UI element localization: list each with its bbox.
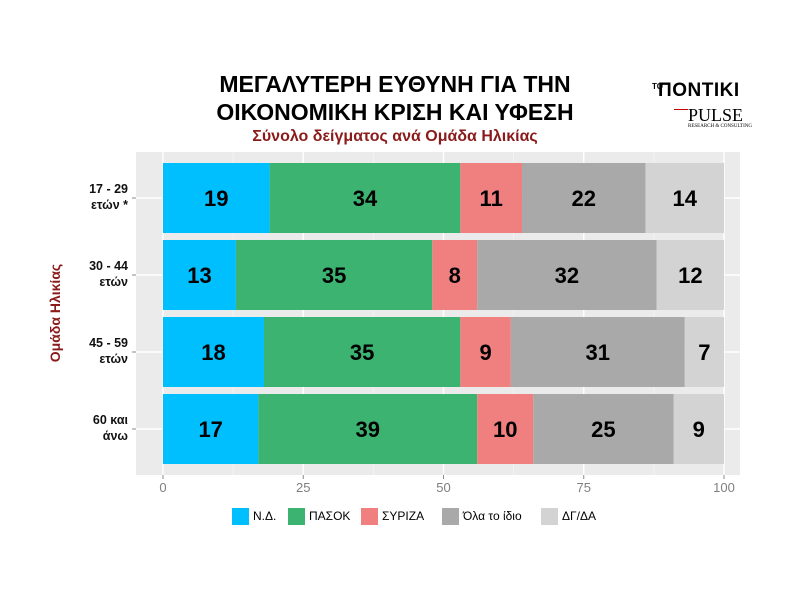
chart-subtitle: Σύνολο δείγματος ανά Ομάδα Ηλικίας: [252, 128, 538, 145]
legend-label: Ν.Δ.: [253, 509, 277, 523]
bar-segment: [432, 240, 478, 310]
bar-value-label: 19: [204, 186, 228, 211]
bar-value-label: 39: [356, 417, 380, 442]
x-tick-label: 75: [577, 480, 591, 495]
logo-to: ΤΟ: [652, 82, 663, 91]
bar-value-label: 32: [555, 263, 579, 288]
y-axis-title: Ομάδα Ηλικίας: [47, 264, 63, 362]
logo-pulse-line: [674, 109, 688, 110]
legend-swatch: [541, 507, 558, 525]
bar-segment: [460, 317, 511, 387]
bar-segment: [533, 394, 674, 464]
bar-segment: [684, 317, 724, 387]
y-tick-label: 60 και άνω: [93, 413, 129, 443]
legend-item: ΔΓ/ΔΑ: [541, 505, 596, 527]
bar-segment: [477, 240, 657, 310]
bar-value-label: 8: [449, 263, 461, 288]
bar-value-label: 14: [672, 186, 697, 211]
legend-label: ΔΓ/ΔΑ: [562, 509, 596, 523]
pontiki-pulse-logo: ΤΟ ΠΟΝΤΙΚΙ PULSE RESEARCH & CONSULTING: [652, 80, 762, 134]
legend-label: ΣΥΡΙΖΑ: [382, 509, 425, 523]
bar-segment: [258, 394, 478, 464]
bar-value-label: 7: [698, 340, 710, 365]
legend-item: ΠΑΣΟΚ: [288, 505, 350, 527]
bar-segment: [163, 240, 236, 310]
bar-value-label: 12: [678, 263, 702, 288]
logo-name: ΠΟΝΤΙΚΙ: [658, 80, 740, 101]
y-tick-label-line: ετών *: [91, 198, 128, 212]
legend-swatch: [232, 507, 249, 525]
y-tick-label-line: 45 - 59: [89, 336, 128, 350]
bar-segment: [645, 163, 724, 233]
bar-value-label: 22: [572, 186, 596, 211]
y-tick-label-line: ετών: [99, 352, 128, 366]
legend-swatch: [361, 507, 378, 525]
legend-label: Όλα το ίδιο: [463, 509, 522, 523]
chart-title-line1: ΜΕΓΑΛΥΤΕΡΗ ΕΥΘΥΝΗ ΓΙΑ ΤΗΝ: [219, 71, 571, 97]
bar-value-label: 9: [693, 417, 705, 442]
bar-value-label: 10: [493, 417, 517, 442]
legend-item: Όλα το ίδιο: [442, 505, 522, 527]
bar-value-label: 25: [591, 417, 615, 442]
bar-value-label: 9: [479, 340, 491, 365]
bar-value-label: 34: [353, 186, 378, 211]
legend-item: ΣΥΡΙΖΑ: [361, 505, 424, 527]
bar-value-label: 17: [198, 417, 222, 442]
chart-title-line2: ΟΙΚΟΝΟΜΙΚΗ ΚΡΙΣΗ ΚΑΙ ΥΦΕΣΗ: [216, 99, 574, 125]
chart-title: ΜΕΓΑΛΥΤΕΡΗ ΕΥΘΥΝΗ ΓΙΑ ΤΗΝ ΟΙΚΟΝΟΜΙΚΗ ΚΡΙ…: [130, 70, 660, 126]
y-tick-label-line: 30 - 44: [89, 259, 128, 273]
bar-segment: [163, 163, 270, 233]
bar-value-label: 11: [480, 186, 503, 211]
bar-segment: [673, 394, 724, 464]
bar-segment: [656, 240, 724, 310]
legend-label: ΠΑΣΟΚ: [309, 509, 351, 523]
bar-segment: [269, 163, 461, 233]
bar-segment: [522, 163, 646, 233]
bar-value-label: 31: [586, 340, 610, 365]
y-tick-label-line: άνω: [103, 429, 129, 443]
bar-segment: [163, 394, 259, 464]
bar-segment: [460, 163, 523, 233]
x-tick-label: 100: [713, 480, 735, 495]
x-tick-label: 0: [159, 480, 166, 495]
y-tick-label: 45 - 59 ετών: [89, 336, 128, 366]
bar-value-label: 35: [350, 340, 374, 365]
bar-segment: [510, 317, 685, 387]
y-tick-label: 17 - 29 ετών *: [89, 182, 128, 212]
bar-value-label: 13: [187, 263, 211, 288]
bar-segment: [263, 317, 461, 387]
legend-item: Ν.Δ.: [232, 505, 276, 527]
bar-value-label: 35: [322, 263, 346, 288]
logo-pulse: PULSE: [688, 105, 744, 125]
legend-swatch: [288, 507, 305, 525]
bar-segment: [163, 317, 264, 387]
bar-segment: [477, 394, 534, 464]
bar-value-label: 18: [201, 340, 225, 365]
chart-legend: Ν.Δ. ΠΑΣΟΚ ΣΥΡΙΖΑ Όλα το ίδιο ΔΓ/ΔΑ: [0, 505, 800, 527]
y-tick-label-line: 60 και: [93, 413, 129, 427]
legend-swatch: [442, 507, 459, 525]
y-tick-label-line: ετών: [99, 275, 128, 289]
y-tick-label: 30 - 44 ετών: [89, 259, 128, 289]
y-tick-label-line: 17 - 29: [89, 182, 128, 196]
x-tick-label: 50: [436, 480, 450, 495]
bar-segment: [235, 240, 433, 310]
x-tick-label: 25: [296, 480, 310, 495]
logo-tagline: RESEARCH & CONSULTING: [688, 124, 752, 129]
